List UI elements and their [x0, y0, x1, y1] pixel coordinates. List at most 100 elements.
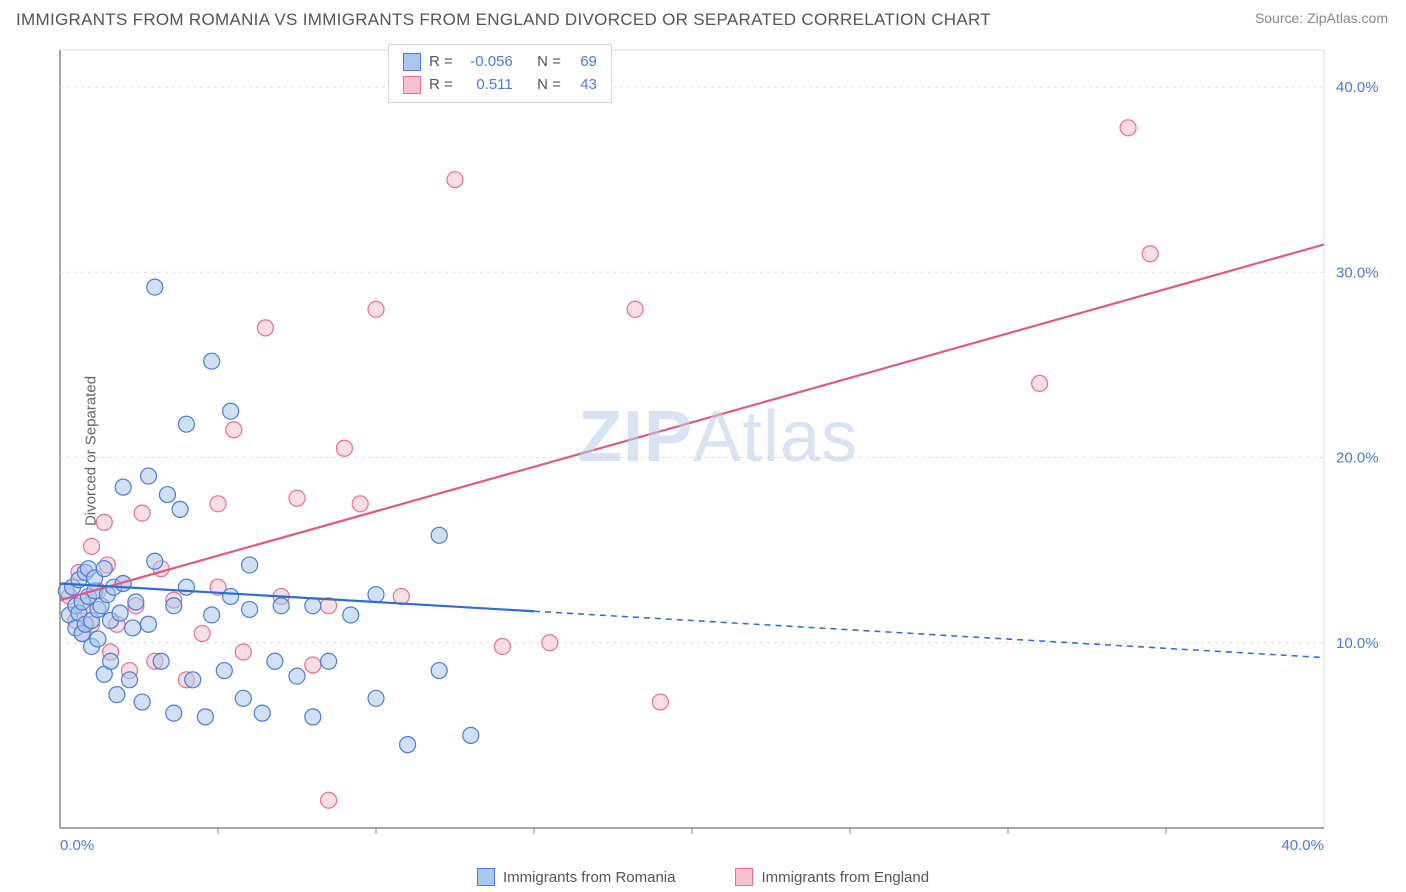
- data-point: [431, 663, 447, 679]
- data-point: [321, 653, 337, 669]
- data-point: [223, 403, 239, 419]
- data-point: [166, 598, 182, 614]
- chart-area: Divorced or Separated 10.0%20.0%30.0%40.…: [38, 46, 1394, 856]
- data-point: [400, 737, 416, 753]
- stat-swatch-b: [403, 76, 421, 94]
- data-point: [352, 496, 368, 512]
- data-point: [393, 588, 409, 604]
- data-point: [185, 672, 201, 688]
- legend-item-b: Immigrants from England: [735, 868, 929, 886]
- data-point: [115, 479, 131, 495]
- data-point: [242, 557, 258, 573]
- n-value-b: 43: [569, 74, 597, 97]
- legend-label-b: Immigrants from England: [761, 869, 929, 886]
- data-point: [178, 579, 194, 595]
- data-point: [627, 301, 643, 317]
- data-point: [305, 657, 321, 673]
- data-point: [153, 653, 169, 669]
- data-point: [463, 727, 479, 743]
- data-point: [134, 694, 150, 710]
- data-point: [204, 607, 220, 623]
- data-point: [84, 538, 100, 554]
- legend-item-a: Immigrants from Romania: [477, 868, 676, 886]
- data-point: [204, 353, 220, 369]
- data-point: [652, 694, 668, 710]
- y-tick-label: 30.0%: [1336, 264, 1379, 281]
- data-point: [103, 653, 119, 669]
- data-point: [159, 487, 175, 503]
- data-point: [210, 496, 226, 512]
- x-tick-label: 40.0%: [1281, 837, 1324, 854]
- data-point: [90, 631, 106, 647]
- data-point: [242, 601, 258, 617]
- data-point: [96, 514, 112, 530]
- trend-line-extrapolated: [534, 611, 1324, 657]
- data-point: [194, 626, 210, 642]
- r-value-b: 0.511: [461, 74, 513, 97]
- legend-swatch-b: [735, 868, 753, 886]
- data-point: [257, 320, 273, 336]
- data-point: [431, 527, 447, 543]
- legend-label-a: Immigrants from Romania: [503, 869, 676, 886]
- data-point: [368, 301, 384, 317]
- x-tick-label: 0.0%: [60, 837, 94, 854]
- data-point: [109, 687, 125, 703]
- trend-line: [60, 245, 1324, 601]
- data-point: [289, 668, 305, 684]
- data-point: [1142, 246, 1158, 262]
- n-value-a: 69: [569, 51, 597, 74]
- r-value-a: -0.056: [461, 51, 513, 74]
- data-point: [542, 635, 558, 651]
- data-point: [96, 561, 112, 577]
- data-point: [273, 598, 289, 614]
- data-point: [147, 553, 163, 569]
- data-point: [223, 588, 239, 604]
- r-label-a: R =: [429, 51, 453, 74]
- correlation-stats-box: R = -0.056 N = 69 R = 0.511 N = 43: [388, 44, 612, 103]
- data-point: [447, 172, 463, 188]
- data-point: [166, 705, 182, 721]
- data-point: [235, 644, 251, 660]
- bottom-legend: Immigrants from Romania Immigrants from …: [0, 868, 1406, 886]
- n-label-a: N =: [537, 51, 561, 74]
- data-point: [122, 672, 138, 688]
- stat-row-b: R = 0.511 N = 43: [403, 74, 597, 97]
- source-link[interactable]: ZipAtlas.com: [1307, 10, 1388, 26]
- data-point: [343, 607, 359, 623]
- data-point: [368, 587, 384, 603]
- data-point: [125, 620, 141, 636]
- data-point: [235, 690, 251, 706]
- data-point: [494, 638, 510, 654]
- data-point: [321, 792, 337, 808]
- y-tick-label: 20.0%: [1336, 450, 1379, 467]
- scatter-plot: 10.0%20.0%30.0%40.0%0.0%40.0%: [54, 46, 1394, 856]
- stat-swatch-a: [403, 53, 421, 71]
- data-point: [112, 605, 128, 621]
- legend-swatch-a: [477, 868, 495, 886]
- n-label-b: N =: [537, 74, 561, 97]
- data-point: [134, 505, 150, 521]
- r-label-b: R =: [429, 74, 453, 97]
- data-point: [305, 709, 321, 725]
- data-point: [140, 468, 156, 484]
- data-point: [305, 598, 321, 614]
- source-attribution: Source: ZipAtlas.com: [1255, 10, 1388, 26]
- data-point: [216, 663, 232, 679]
- data-point: [172, 501, 188, 517]
- data-point: [1120, 120, 1136, 136]
- y-tick-label: 10.0%: [1336, 635, 1379, 652]
- data-point: [147, 279, 163, 295]
- data-point: [336, 440, 352, 456]
- data-point: [368, 690, 384, 706]
- data-point: [226, 422, 242, 438]
- header: IMMIGRANTS FROM ROMANIA VS IMMIGRANTS FR…: [0, 0, 1406, 34]
- chart-title: IMMIGRANTS FROM ROMANIA VS IMMIGRANTS FR…: [16, 10, 991, 30]
- data-point: [197, 709, 213, 725]
- data-point: [267, 653, 283, 669]
- data-point: [140, 616, 156, 632]
- stat-row-a: R = -0.056 N = 69: [403, 51, 597, 74]
- data-point: [1032, 375, 1048, 391]
- data-point: [289, 490, 305, 506]
- source-label: Source:: [1255, 10, 1307, 26]
- data-point: [178, 416, 194, 432]
